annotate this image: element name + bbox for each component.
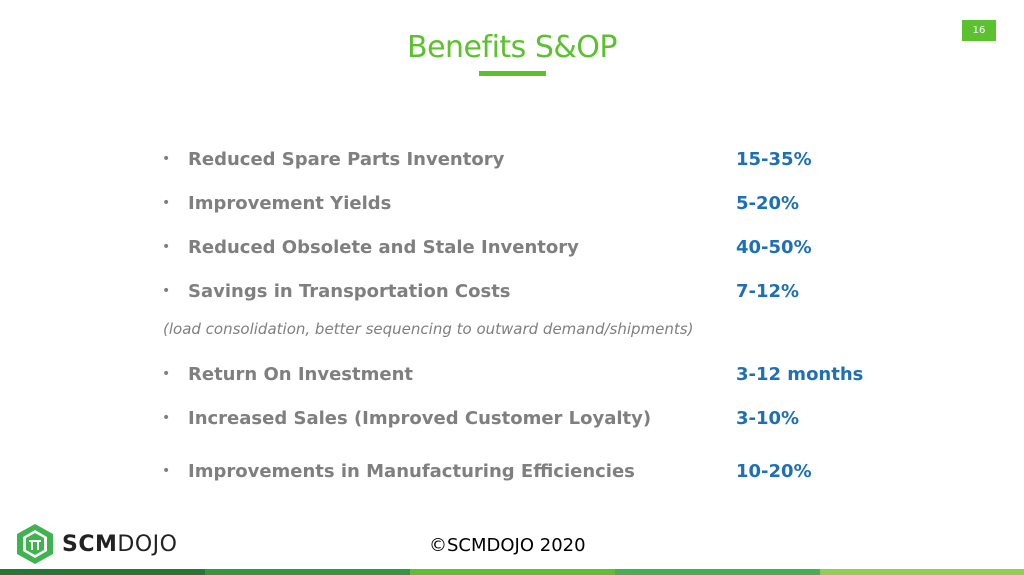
- benefit-label: Increased Sales (Improved Customer Loyal…: [188, 407, 652, 429]
- slide-title: Benefits S&OP: [407, 30, 617, 65]
- logo-text-light: DOJO: [117, 531, 178, 557]
- bullet-icon: •: [162, 283, 171, 299]
- benefit-row: • Increased Sales (Improved Customer Loy…: [162, 405, 922, 431]
- bullet-icon: •: [162, 151, 171, 167]
- benefit-row: • Reduced Obsolete and Stale Inventory 4…: [162, 234, 922, 260]
- bullet-icon: •: [162, 195, 171, 211]
- benefit-label: Improvement Yields: [188, 192, 392, 214]
- bullet-icon: •: [162, 410, 171, 426]
- benefit-row: • Improvements in Manufacturing Efficien…: [162, 458, 922, 484]
- benefit-row: • Improvement Yields 5-20%: [162, 190, 922, 216]
- title-underline: [479, 71, 546, 76]
- scmdojo-logo: SCMDOJO: [16, 520, 177, 568]
- benefit-value: 40-50%: [736, 236, 812, 258]
- benefit-label: Savings in Transportation Costs: [188, 280, 511, 302]
- benefit-value: 7-12%: [736, 280, 800, 302]
- benefit-row: • Savings in Transportation Costs 7-12%: [162, 278, 922, 304]
- bullet-icon: •: [162, 366, 171, 382]
- benefit-label: Return On Investment: [188, 363, 413, 385]
- benefit-value: 15-35%: [736, 148, 812, 170]
- benefit-value: 3-12 months: [736, 363, 864, 385]
- bullet-icon: •: [162, 239, 171, 255]
- logo-wordmark: SCMDOJO: [62, 532, 177, 557]
- transport-note: (load consolidation, better sequencing t…: [163, 320, 694, 338]
- scmdojo-hexagon-logo-icon: [17, 524, 53, 564]
- footer-copyright: ©SCMDOJO 2020: [429, 535, 586, 556]
- benefit-value: 10-20%: [736, 460, 812, 482]
- logo-text-strong: SCM: [62, 531, 118, 557]
- bullet-icon: •: [162, 463, 171, 479]
- benefit-row: • Reduced Spare Parts Inventory 15-35%: [162, 146, 922, 172]
- benefit-row: • Return On Investment 3-12 months: [162, 361, 922, 387]
- benefit-label: Improvements in Manufacturing Efficienci…: [188, 460, 635, 482]
- footer-color-bar: [0, 569, 1024, 575]
- benefit-value: 5-20%: [736, 192, 800, 214]
- benefit-label: Reduced Obsolete and Stale Inventory: [188, 236, 579, 258]
- page-number-badge: 16: [962, 20, 996, 41]
- benefit-label: Reduced Spare Parts Inventory: [188, 148, 505, 170]
- benefit-value: 3-10%: [736, 407, 800, 429]
